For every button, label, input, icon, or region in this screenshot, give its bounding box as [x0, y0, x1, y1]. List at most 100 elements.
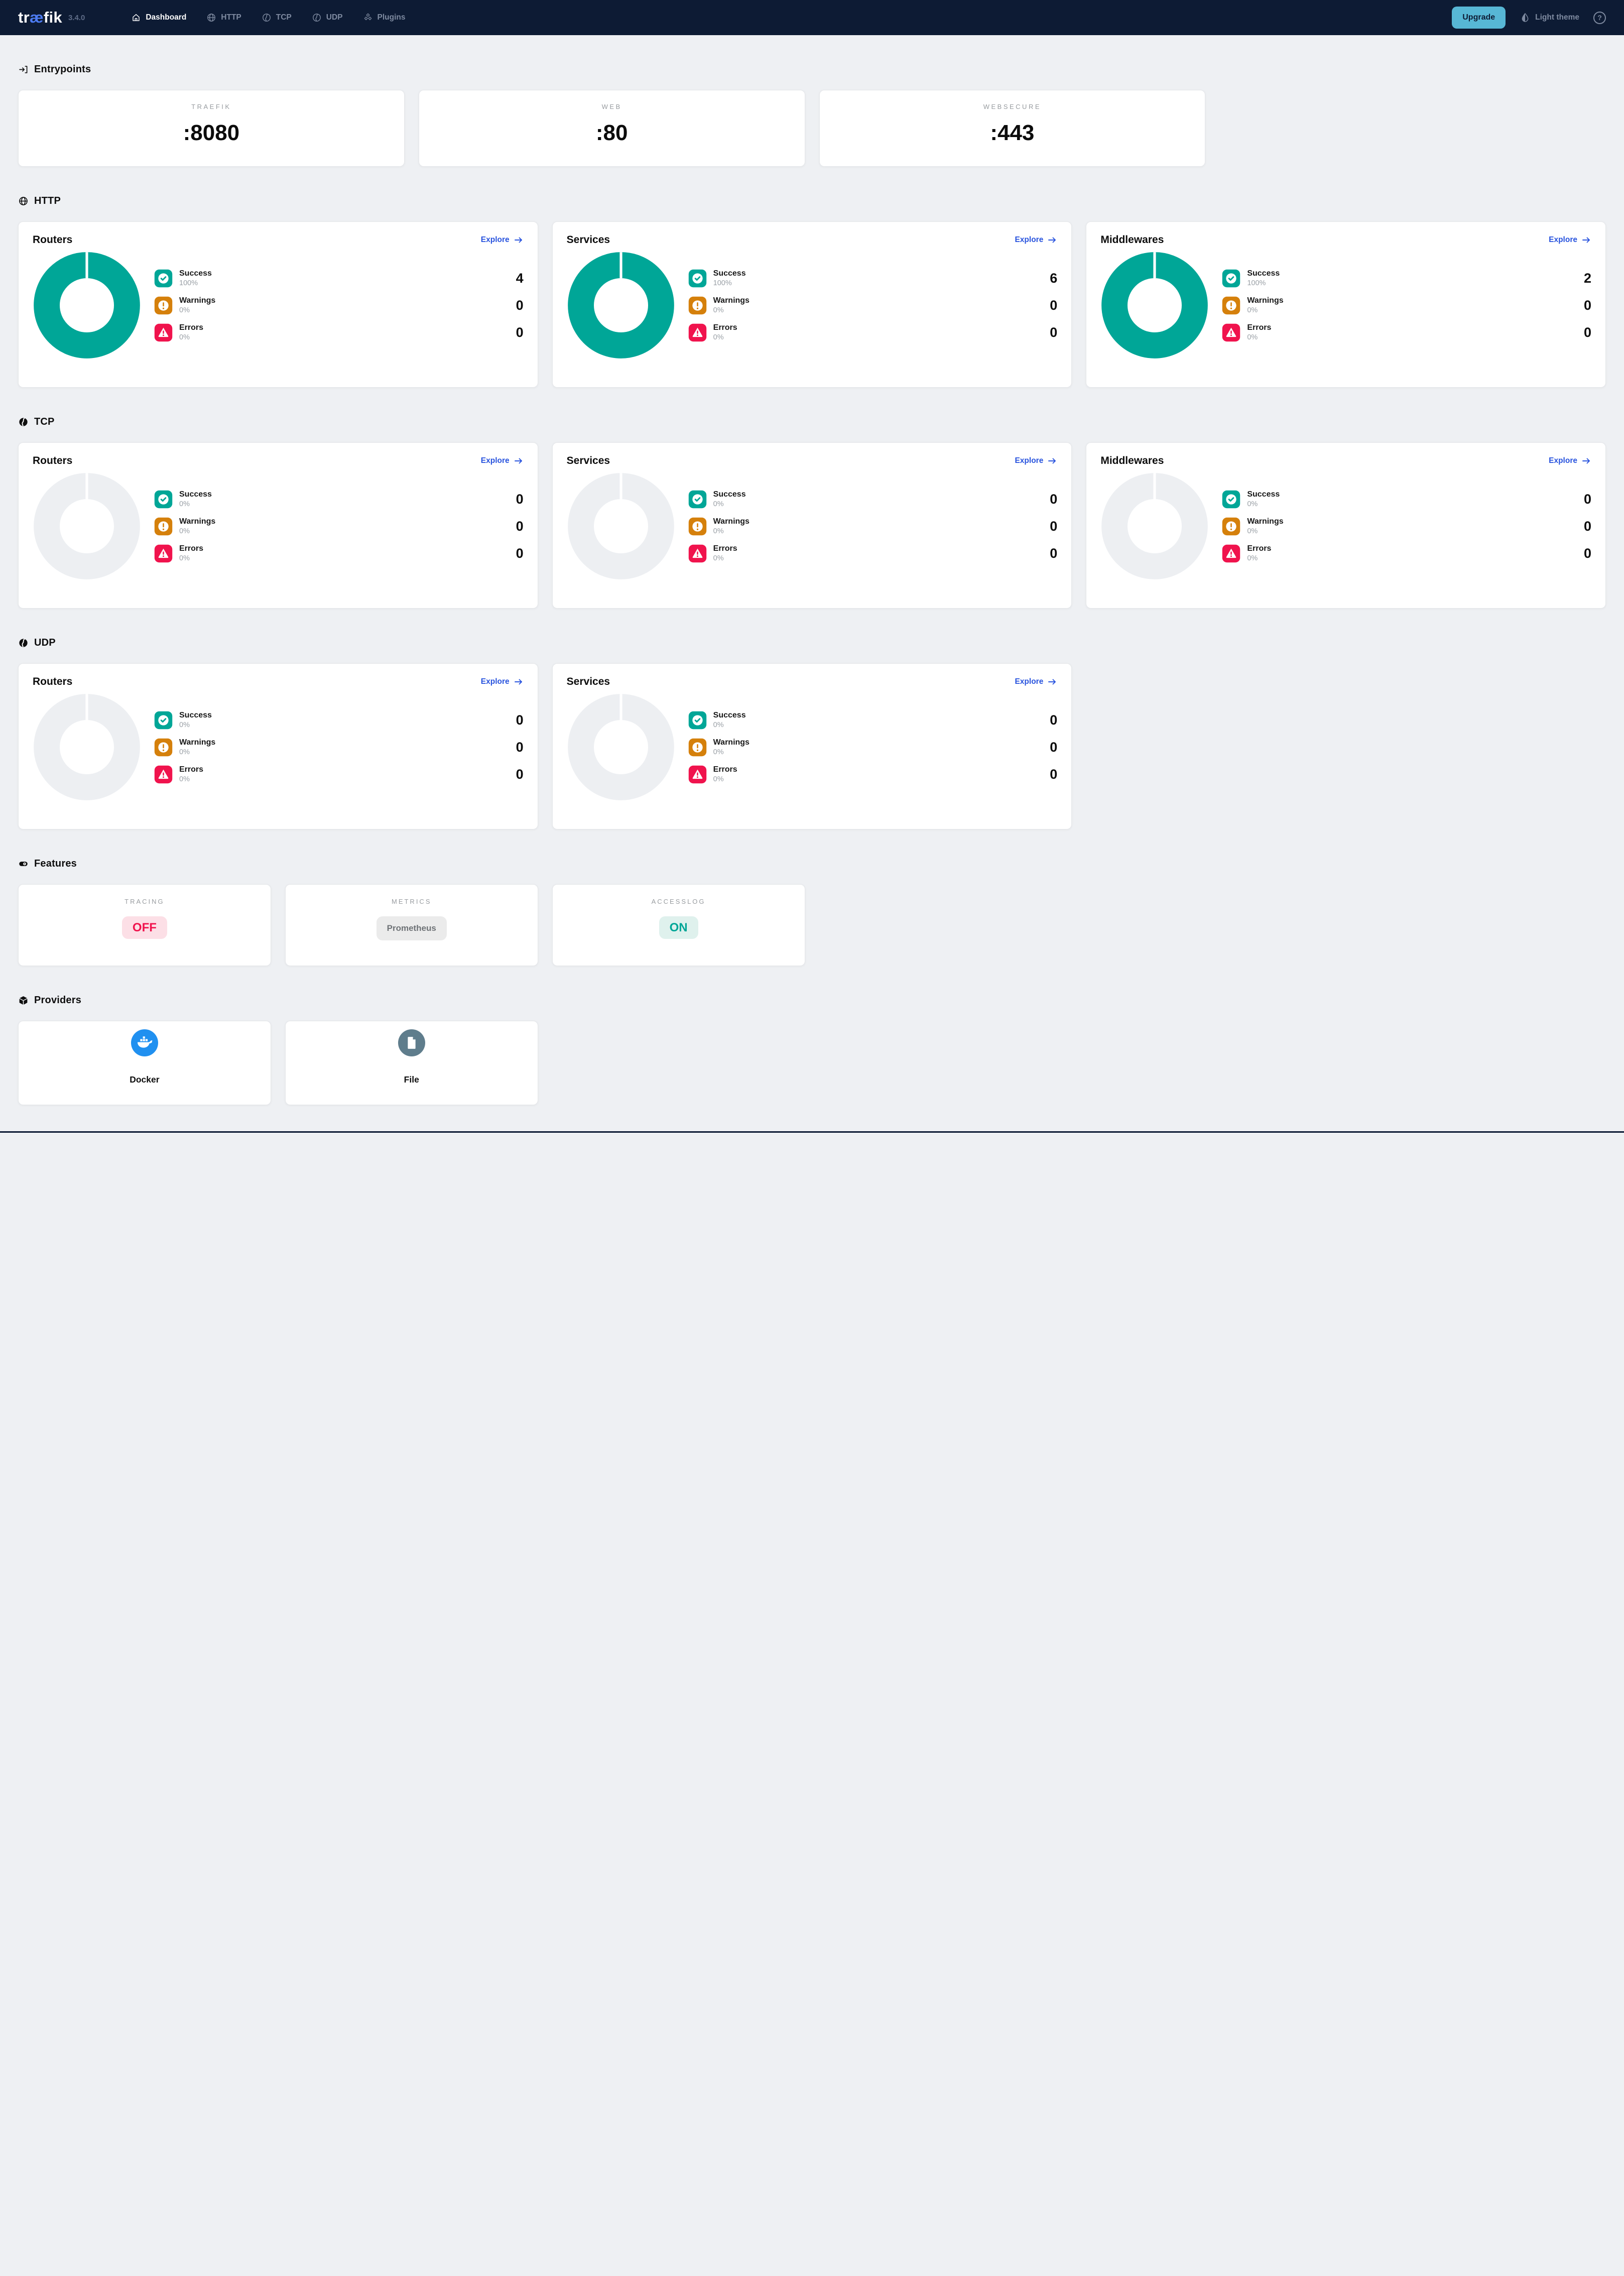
upgrade-button[interactable]: Upgrade	[1452, 7, 1506, 29]
stat-legend: Success 0% 0 Warnings 0% 0 Errors 0% 0	[154, 490, 524, 563]
stat-legend: Success 0% 0 Warnings 0% 0 Errors 0% 0	[154, 711, 524, 784]
section-title: Entrypoints	[34, 64, 91, 75]
legend-count: 0	[1050, 297, 1058, 313]
legend-row-errors: Errors 0% 0	[154, 544, 524, 563]
stat-legend: Success 100% 6 Warnings 0% 0 Errors 0% 0	[688, 269, 1058, 342]
explore-label: Explore	[1015, 677, 1044, 686]
explore-link[interactable]: Explore	[1015, 235, 1057, 245]
explore-link[interactable]: Explore	[481, 235, 524, 245]
legend-percent: 0%	[1247, 500, 1258, 508]
legend-row-success: Success 0% 0	[154, 711, 524, 730]
legend-label: Errors	[713, 544, 737, 553]
legend-count: 0	[516, 712, 524, 728]
legend-count: 0	[1050, 712, 1058, 728]
cube-icon	[18, 995, 29, 1006]
legend-row-warnings: Warnings 0% 0	[1222, 296, 1591, 315]
home-icon	[131, 13, 141, 23]
legend-row-warnings: Warnings 0% 0	[1222, 517, 1591, 536]
nav-item-http[interactable]: HTTP	[206, 13, 241, 23]
legend-label: Warnings	[1247, 517, 1284, 526]
entrypoint-name: WEB	[601, 103, 622, 110]
legend-percent: 0%	[179, 554, 190, 562]
legend-row-errors: Errors 0% 0	[154, 765, 524, 784]
legend-count: 0	[516, 297, 524, 313]
arrow-right-icon	[514, 235, 524, 245]
stat-card-title: Routers	[33, 676, 73, 687]
legend-count: 0	[516, 324, 524, 340]
legend-count: 0	[1050, 766, 1058, 782]
success-icon	[154, 711, 173, 730]
legend-percent: 0%	[713, 500, 724, 508]
warning-icon	[688, 296, 707, 315]
section-features: Features TRACING OFF METRICS Prometheus …	[18, 858, 1606, 966]
legend-count: 0	[1050, 518, 1058, 534]
error-icon	[1222, 544, 1240, 563]
stat-legend: Success 100% 4 Warnings 0% 0 Errors 0% 0	[154, 269, 524, 342]
section-title: UDP	[34, 637, 56, 648]
legend-label: Warnings	[179, 738, 216, 747]
legend-count: 2	[1583, 270, 1591, 286]
feature-name: TRACING	[124, 898, 165, 905]
warning-icon	[1222, 517, 1240, 536]
success-icon	[688, 490, 707, 509]
legend-count: 0	[1583, 324, 1591, 340]
error-icon	[1222, 323, 1240, 342]
stat-card-title: Routers	[33, 234, 73, 246]
warning-icon	[154, 296, 173, 315]
legend-row-warnings: Warnings 0% 0	[688, 296, 1058, 315]
udp-icon	[18, 638, 29, 648]
donut-chart	[567, 473, 674, 579]
stat-card-title: Routers	[33, 455, 73, 466]
arrow-right-icon	[1047, 677, 1057, 687]
nav-item-plugins[interactable]: Plugins	[363, 13, 406, 23]
nav-item-label: HTTP	[221, 13, 241, 22]
legend-row-success: Success 0% 0	[688, 490, 1057, 509]
legend-percent: 0%	[179, 527, 190, 535]
explore-link[interactable]: Explore	[1015, 456, 1057, 466]
feature-status-badge: OFF	[121, 916, 167, 939]
legend-label: Warnings	[713, 296, 749, 305]
stat-card-middlewares: Middlewares Explore Success 100% 2 Warnin…	[1086, 221, 1606, 388]
help-icon[interactable]: ?	[1593, 11, 1606, 24]
legend-row-errors: Errors 0% 0	[1222, 323, 1591, 342]
explore-link[interactable]: Explore	[481, 456, 524, 466]
explore-label: Explore	[1549, 456, 1577, 465]
entrypoint-port: :80	[595, 121, 628, 145]
arrow-right-icon	[514, 456, 524, 466]
explore-link[interactable]: Explore	[1549, 235, 1591, 245]
nav-item-tcp[interactable]: TCP	[262, 13, 292, 23]
section-title: Features	[34, 858, 77, 869]
warning-icon	[688, 517, 707, 536]
section-title: HTTP	[34, 195, 61, 206]
nav-item-label: Dashboard	[146, 13, 187, 22]
legend-row-success: Success 0% 0	[688, 711, 1058, 730]
legend-row-warnings: Warnings 0% 0	[154, 296, 524, 315]
explore-label: Explore	[480, 677, 510, 686]
legend-count: 0	[516, 739, 524, 755]
explore-link[interactable]: Explore	[1015, 677, 1057, 687]
legend-percent: 0%	[179, 333, 190, 341]
success-icon	[1222, 490, 1240, 509]
provider-card-file: File	[285, 1021, 538, 1105]
legend-count: 0	[516, 766, 524, 782]
error-icon	[154, 323, 173, 342]
entrypoint-card-web: WEB :80	[418, 90, 805, 167]
section-entrypoints: Entrypoints TRAEFIK :8080 WEB :80 WEBSEC…	[18, 64, 1606, 167]
explore-link[interactable]: Explore	[1549, 456, 1591, 466]
explore-link[interactable]: Explore	[481, 677, 524, 687]
explore-label: Explore	[1015, 456, 1044, 465]
legend-label: Errors	[713, 765, 737, 774]
stat-card-title: Services	[566, 234, 610, 246]
legend-percent: 0%	[713, 554, 724, 562]
nav-item-dashboard[interactable]: Dashboard	[131, 13, 186, 23]
nav-item-label: Plugins	[377, 13, 406, 22]
donut-chart	[34, 473, 140, 579]
stat-legend: Success 100% 2 Warnings 0% 0 Errors 0% 0	[1222, 269, 1591, 342]
theme-toggle[interactable]: Light theme	[1520, 12, 1579, 23]
nav-item-udp[interactable]: UDP	[312, 13, 343, 23]
stat-card-routers: Routers Explore Success 0% 0 Warnings 0%	[18, 663, 538, 829]
legend-row-warnings: Warnings 0% 0	[688, 517, 1058, 536]
stat-legend: Success 0% 0 Warnings 0% 0 Errors 0% 0	[1222, 490, 1591, 563]
nav-item-label: TCP	[276, 13, 292, 22]
legend-percent: 0%	[1247, 554, 1258, 562]
